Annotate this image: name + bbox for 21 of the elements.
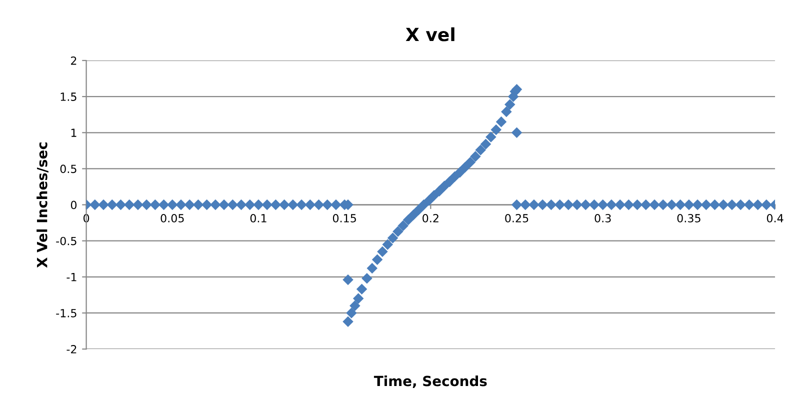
y-tick-label: 0 — [70, 200, 77, 210]
y-tick-label: -0.5 — [56, 236, 76, 246]
y-tick-label: 1.5 — [60, 92, 76, 101]
x-tick-label: 0.2 — [422, 214, 438, 222]
x-tick-label: 0.3 — [594, 214, 611, 222]
x-tick-label: 0.25 — [505, 214, 528, 222]
x-tick-label: 0.1 — [250, 214, 266, 222]
y-axis-title: X Vel Inches/sec — [36, 142, 48, 268]
x-tick-label: 0.35 — [677, 214, 700, 222]
x-axis-title: Time, Seconds — [374, 376, 487, 388]
x-tick-label: 0.4 — [766, 214, 784, 222]
y-tick-label: -1 — [66, 273, 76, 282]
y-tick-label: 2 — [71, 56, 76, 65]
y-tick-label: 1 — [71, 128, 76, 137]
y-tick-label: 0.5 — [60, 164, 76, 174]
x-tick-label: 0 — [83, 214, 90, 222]
x-tick-label: 0.15 — [332, 214, 356, 222]
y-tick-label: -2 — [66, 345, 76, 354]
chart-title: X vel — [406, 27, 454, 42]
x-tick-label: 0.05 — [160, 214, 184, 222]
y-tick-label: -1.5 — [56, 309, 76, 318]
